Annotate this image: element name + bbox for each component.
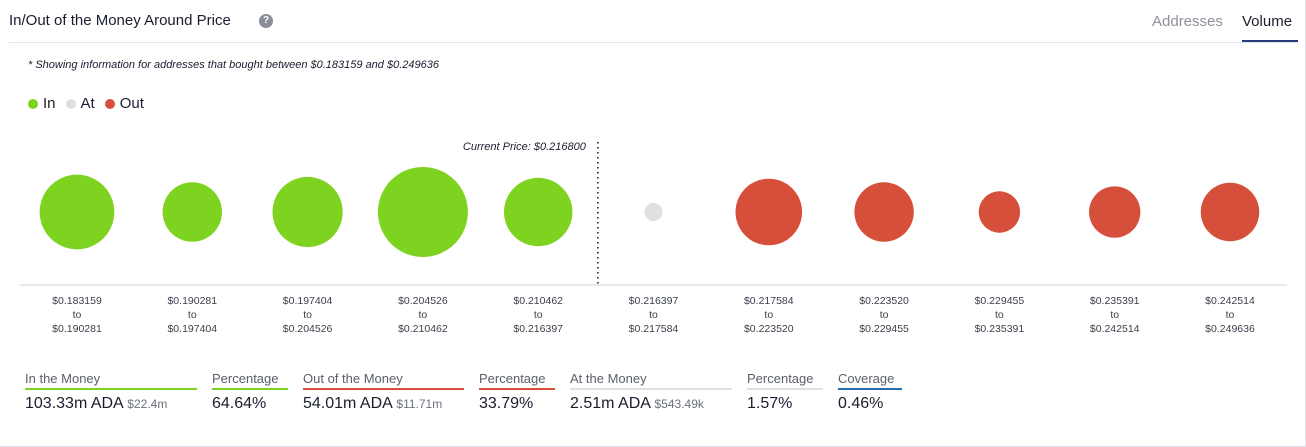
active-tab-indicator	[1242, 40, 1298, 42]
bubble-out	[978, 191, 1021, 233]
legend-label-at: At	[80, 95, 95, 112]
tab-volume[interactable]: Volume	[1242, 13, 1293, 30]
range-label: $0.235391	[1090, 295, 1140, 307]
range-label: $0.217584	[629, 323, 679, 335]
range-label: $0.235391	[975, 323, 1025, 335]
summary-label: At the Money	[570, 371, 732, 390]
range-label: $0.210462	[398, 323, 448, 335]
header-divider	[9, 42, 1297, 43]
range-label: $0.216397	[629, 295, 679, 307]
range-label: $0.183159	[52, 295, 102, 307]
summary-label: Percentage	[479, 371, 555, 390]
summary-label: Percentage	[747, 371, 823, 390]
summary-value: 1.57%	[747, 395, 793, 412]
bubble-chart: Current Price: $0.216800 $0.183159 to $0.19…	[20, 141, 1287, 335]
range-label: to	[764, 309, 773, 321]
range-label: $0.249636	[1205, 323, 1255, 335]
legend-item-in[interactable]: In	[28, 95, 56, 112]
bubble-in	[504, 177, 573, 247]
legend-label-out: Out	[119, 95, 144, 112]
range-label: $0.204526	[398, 295, 448, 307]
chart-legend: In At Out	[28, 95, 154, 112]
summary-usd-value: $11.71m	[396, 397, 443, 411]
range-label: to	[1226, 309, 1235, 321]
range-label: $0.190281	[167, 295, 217, 307]
bubble-out	[1089, 186, 1141, 238]
range-label: to	[649, 309, 658, 321]
legend-label-in: In	[43, 95, 56, 112]
summary-at-percentage: Percentage 1.57%	[747, 371, 823, 413]
summary-in-percentage: Percentage 64.64%	[212, 371, 288, 413]
range-label: $0.217584	[744, 295, 794, 307]
summary-label: In the Money	[25, 371, 197, 390]
range-label: $0.197404	[167, 323, 217, 335]
range-label: $0.229455	[975, 295, 1025, 307]
range-label: to	[303, 309, 312, 321]
legend-item-at[interactable]: At	[65, 95, 95, 112]
current-price-label: Current Price: $0.216800	[463, 141, 587, 153]
range-label: $0.204526	[283, 323, 333, 335]
range-label: $0.216397	[513, 323, 563, 335]
summary-label: Coverage	[838, 371, 902, 390]
range-label: to	[73, 309, 82, 321]
range-label: to	[1110, 309, 1119, 321]
range-label: to	[880, 309, 889, 321]
summary-value: 54.01m ADA	[303, 395, 392, 412]
summary-label: Out of the Money	[303, 371, 464, 390]
bubble-out	[854, 182, 914, 242]
range-label: $0.223520	[859, 295, 909, 307]
bubble-in	[272, 176, 343, 248]
legend-dot-out	[104, 98, 115, 109]
bubble-out	[735, 178, 803, 246]
summary-label: Percentage	[212, 371, 288, 390]
tab-addresses[interactable]: Addresses	[1152, 13, 1223, 30]
summary-value: 0.46%	[838, 395, 884, 412]
summary-out-of-the-money: Out of the Money 54.01m ADA $11.71m	[303, 371, 464, 413]
bubble-in	[39, 174, 115, 250]
legend-item-out[interactable]: Out	[104, 95, 144, 112]
range-label: $0.223520	[744, 323, 794, 335]
summary-coverage: Coverage 0.46%	[838, 371, 902, 413]
range-label: $0.229455	[859, 323, 909, 335]
range-label: to	[419, 309, 428, 321]
bubble-at	[644, 203, 663, 221]
summary-value: 33.79%	[479, 395, 534, 412]
summary-usd-value: $543.49k	[654, 397, 704, 411]
legend-dot-in	[28, 98, 38, 109]
page-title: In/Out of the Money Around Price	[9, 12, 231, 29]
summary-value: 2.51m ADA	[570, 395, 651, 412]
summary-out-percentage: Percentage 33.79%	[479, 371, 555, 413]
range-label: $0.197404	[283, 295, 333, 307]
range-label: to	[995, 309, 1004, 321]
summary-value: 103.33m ADA	[25, 395, 123, 412]
range-label: $0.210462	[513, 295, 563, 307]
range-label: $0.190281	[52, 323, 102, 335]
bubble-out	[1200, 182, 1260, 242]
info-note: * Showing information for addresses that…	[28, 59, 439, 71]
legend-dot-at	[65, 98, 76, 109]
bubble-in	[377, 167, 468, 257]
summary-at-the-money: At the Money 2.51m ADA $543.49k	[570, 371, 732, 413]
range-label: to	[188, 309, 197, 321]
range-label: to	[534, 309, 543, 321]
question-circle-icon[interactable]: ?	[259, 14, 273, 28]
range-label: $0.242514	[1090, 323, 1140, 335]
summary-value: 64.64%	[212, 395, 267, 412]
summary-usd-value: $22.4m	[127, 397, 168, 411]
summary-in-the-money: In the Money 103.33m ADA $22.4m	[25, 371, 197, 413]
bubble-in	[162, 182, 222, 242]
range-label: $0.242514	[1205, 295, 1255, 307]
